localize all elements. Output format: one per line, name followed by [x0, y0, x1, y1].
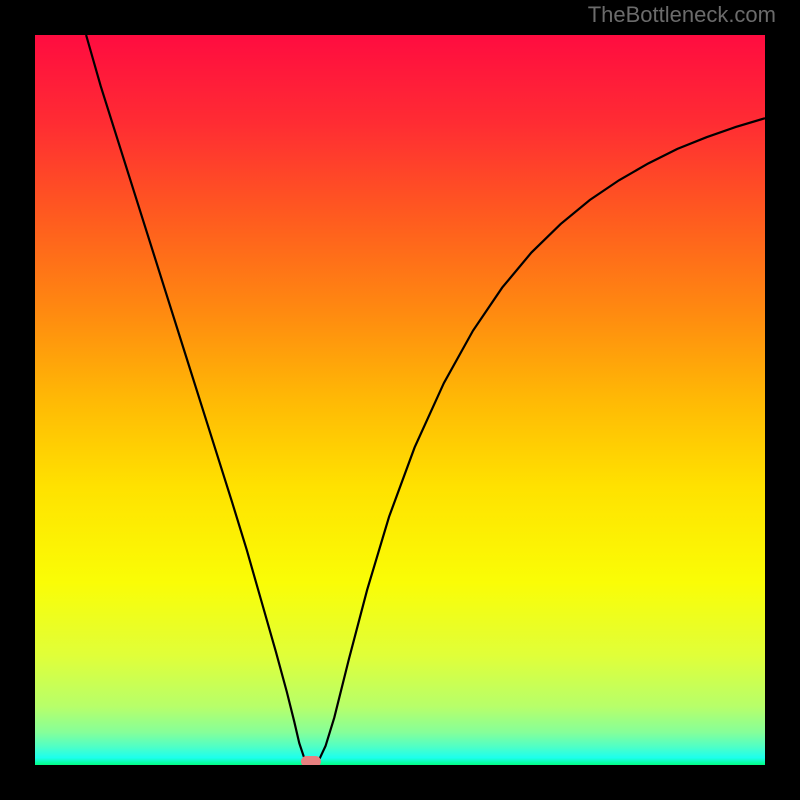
- chart-min-marker: [301, 756, 321, 765]
- chart-plot-area: [35, 35, 765, 765]
- watermark-text: TheBottleneck.com: [588, 2, 776, 28]
- chart-svg: [35, 35, 765, 765]
- chart-background: [35, 35, 765, 765]
